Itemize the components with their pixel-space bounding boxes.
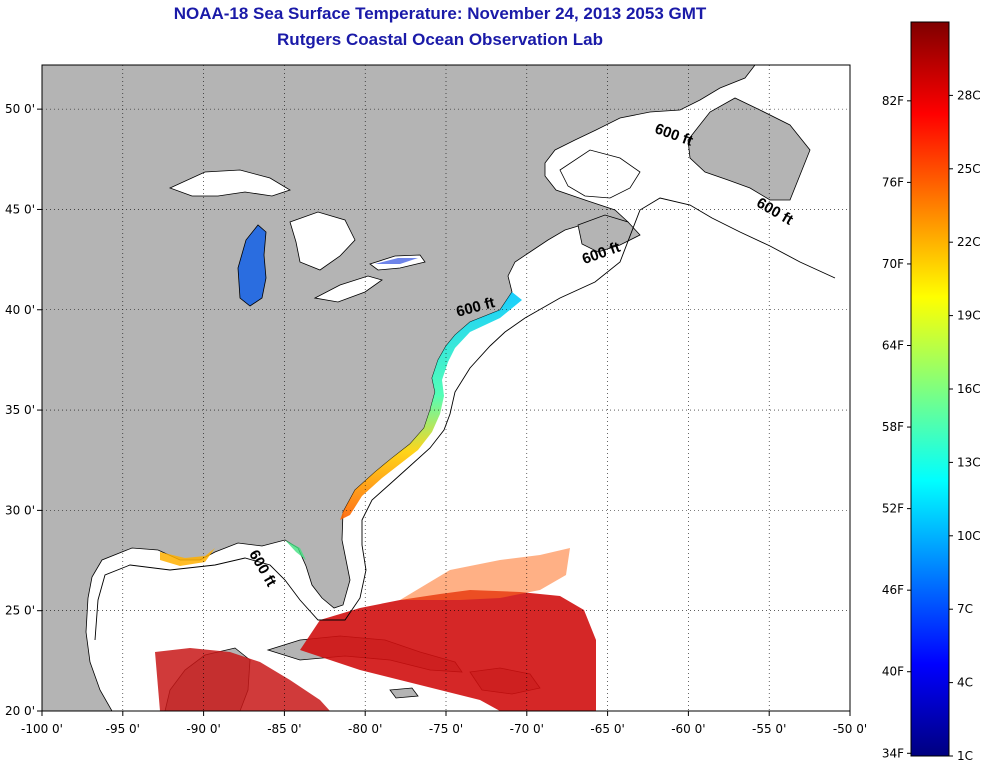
land-newfoundland — [687, 97, 811, 201]
sst-tropical-warm-2 — [155, 648, 330, 711]
sst-coastal-band — [340, 292, 522, 520]
lon-tick-label: -80 0' — [348, 722, 382, 736]
lon-tick-label: -65 0' — [590, 722, 624, 736]
sst-gulf-coast-green — [285, 540, 306, 560]
colorbar-f-label: 76F — [882, 175, 904, 189]
lat-tick-label: 45 0' — [5, 202, 35, 216]
colorbar-c-label: 1C — [957, 749, 973, 763]
map-subtitle: Rutgers Coastal Ocean Observation Lab — [277, 30, 603, 49]
colorbar-f-label: 70F — [882, 257, 904, 271]
lat-tick-label: 30 0' — [5, 503, 35, 517]
colorbar-c-label: 22C — [957, 235, 981, 249]
colorbar-c-label: 4C — [957, 676, 973, 690]
lon-tick-label: -55 0' — [752, 722, 786, 736]
colorbar-c-label: 16C — [957, 382, 981, 396]
colorbar-f-label: 64F — [882, 339, 904, 353]
colorbar-c-labels: 1C 4C 7C 10C 13C 16C 19C 22C 25C 28C — [949, 88, 981, 763]
colorbar — [910, 21, 950, 757]
colorbar-f-label: 82F — [882, 94, 904, 108]
lon-tick-labels: -100 0' -95 0' -90 0' -85 0' -80 0' -75 0' -70… — [21, 722, 867, 736]
colorbar-c-label: 13C — [957, 455, 981, 469]
sst-gulf-coast — [160, 548, 215, 566]
colorbar-f-label: 58F — [882, 420, 904, 434]
colorbar-c-label: 25C — [957, 162, 981, 176]
lon-tick-label: -90 0' — [186, 722, 220, 736]
lat-tick-label: 25 0' — [5, 604, 35, 618]
lon-tick-label: -60 0' — [671, 722, 705, 736]
lake-michigan — [237, 224, 267, 307]
land-nova-scotia — [577, 214, 641, 253]
lake-ontario-sst — [375, 258, 418, 264]
map-border — [41, 64, 851, 712]
gulf-st-lawrence — [559, 149, 641, 199]
colorbar-c-label: 10C — [957, 529, 981, 543]
lake-huron — [289, 211, 356, 271]
lon-tick-label: -85 0' — [267, 722, 301, 736]
lake-erie — [313, 275, 383, 303]
colorbar-c-label: 7C — [957, 602, 973, 616]
lat-tick-label: 40 0' — [5, 303, 35, 317]
colorbar-f-label: 40F — [882, 665, 904, 679]
lon-tick-label: -95 0' — [106, 722, 140, 736]
contour-600ft — [94, 197, 836, 641]
colorbar-f-label: 46F — [882, 583, 904, 597]
lat-tick-labels: 20 0' 25 0' 30 0' 35 0' 40 0' 45 0' 50 0' — [5, 102, 35, 718]
lon-tick-label: -50 0' — [833, 722, 867, 736]
colorbar-f-labels: 34F 40F 46F 52F 58F 64F 70F 76F 82F — [882, 94, 911, 760]
lon-tick-label: -100 0' — [21, 722, 63, 736]
lon-tick-label: -75 0' — [429, 722, 463, 736]
colorbar-f-label: 34F — [882, 746, 904, 760]
lat-tick-label: 35 0' — [5, 403, 35, 417]
grid-lines — [37, 65, 851, 716]
colorbar-c-label: 19C — [957, 309, 981, 323]
sst-tropical-orange — [400, 548, 570, 600]
lat-tick-label: 20 0' — [5, 704, 35, 718]
lon-tick-label: -70 0' — [510, 722, 544, 736]
sst-tropical-warm — [300, 590, 596, 711]
lake-superior — [168, 169, 291, 197]
colorbar-f-label: 52F — [882, 502, 904, 516]
colorbar-c-label: 28C — [957, 88, 981, 102]
land-jamaica — [389, 687, 419, 699]
lat-tick-label: 50 0' — [5, 102, 35, 116]
map-title: NOAA-18 Sea Surface Temperature: Novembe… — [173, 4, 707, 23]
